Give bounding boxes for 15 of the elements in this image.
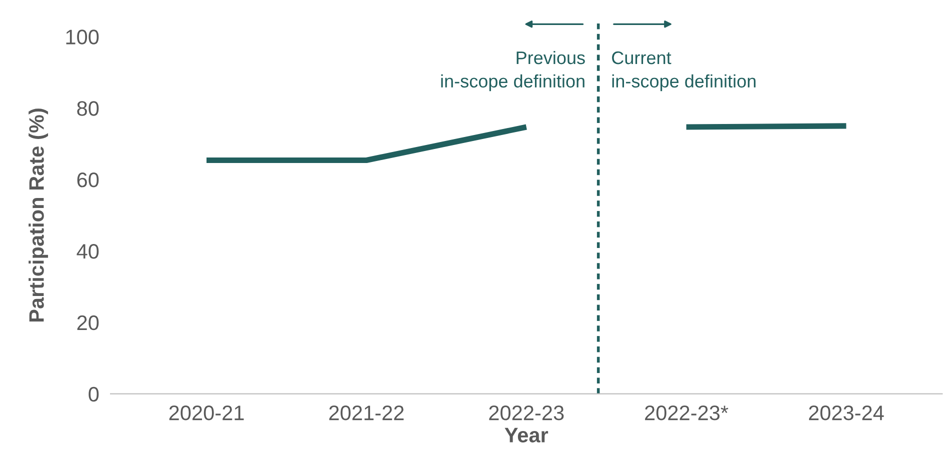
y-axis-title: Participation Rate (%): [28, 108, 48, 322]
y-tick-label: 40: [76, 244, 99, 259]
x-tick-label: 2022-23*: [645, 406, 728, 420]
y-tick-label: 0: [88, 386, 99, 402]
x-tick-label: 2023-24: [809, 406, 884, 420]
y-tick-label: 20: [77, 315, 99, 330]
annotation: Current in-scope definition: [612, 51, 756, 92]
x-axis-title: Year: [504, 428, 548, 442]
y-tick-label: 100: [66, 30, 99, 44]
x-tick-label: 2021-22: [329, 406, 404, 420]
x-tick-label: 2022-23: [489, 406, 564, 420]
y-tick-label: 60: [77, 172, 99, 188]
annotation: Previous in-scope definition: [441, 50, 585, 92]
x-tick-label: 2020-21: [169, 406, 244, 420]
y-tick-label: 80: [77, 101, 99, 116]
